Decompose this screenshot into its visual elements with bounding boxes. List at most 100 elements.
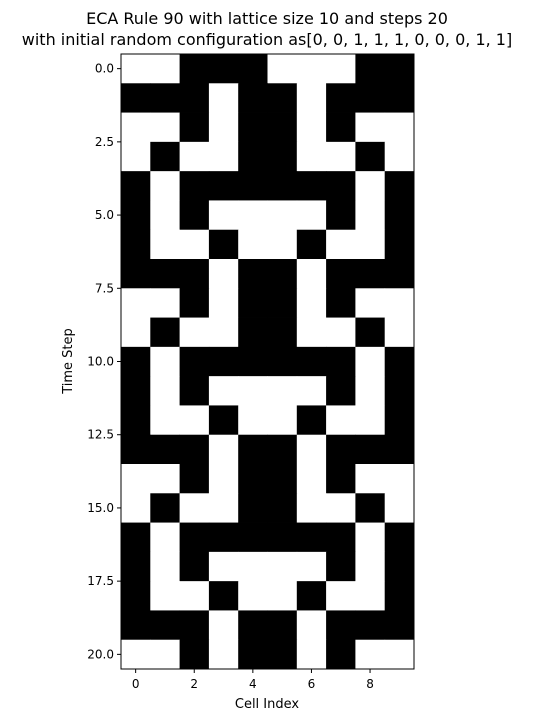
cell-r15-c8 (355, 493, 386, 523)
cell-r5-c8 (355, 200, 386, 231)
chart-title-line1: ECA Rule 90 with lattice size 10 and ste… (86, 9, 448, 28)
cell-r0-c7 (326, 54, 356, 84)
cell-r11-c5 (267, 376, 298, 406)
cell-r0-c0 (121, 54, 151, 84)
cell-r1-c6 (296, 83, 327, 113)
cell-r3-c1 (150, 141, 180, 172)
cell-r18-c7 (326, 581, 356, 611)
y-tick-label: 2.5 (95, 135, 114, 149)
x-axis-label: Cell Index (235, 697, 300, 712)
cell-r16-c4 (238, 522, 268, 553)
cell-r3-c5 (267, 141, 298, 172)
cell-r16-c3 (208, 522, 239, 553)
x-tick-label: 0 (132, 677, 140, 691)
cell-r0-c2 (179, 54, 210, 84)
cell-r15-c6 (296, 493, 327, 523)
cell-r12-c8 (355, 405, 386, 436)
cell-r5-c2 (179, 200, 210, 231)
cell-r1-c8 (355, 83, 386, 113)
cell-r10-c3 (208, 346, 239, 377)
cell-r5-c3 (208, 200, 239, 231)
cell-r15-c3 (208, 493, 239, 523)
cell-r6-c9 (384, 229, 415, 260)
x-tick-label: 8 (366, 677, 374, 691)
cell-r1-c3 (208, 83, 239, 113)
cell-r4-c2 (179, 171, 210, 201)
cell-r3-c6 (296, 141, 327, 172)
cell-r18-c5 (267, 581, 298, 611)
cell-r9-c1 (150, 317, 180, 348)
cell-r14-c4 (238, 464, 268, 494)
cell-r14-c5 (267, 464, 298, 494)
cell-r11-c9 (384, 376, 415, 406)
cell-r14-c1 (150, 464, 180, 494)
cell-r3-c7 (326, 141, 356, 172)
cell-r11-c6 (296, 376, 327, 406)
cell-r18-c4 (238, 581, 268, 611)
cell-r10-c4 (238, 346, 268, 377)
cell-r6-c8 (355, 229, 386, 260)
cell-r7-c2 (179, 259, 210, 289)
cell-r2-c4 (238, 112, 268, 143)
cell-r19-c7 (326, 610, 356, 641)
cell-r13-c5 (267, 434, 298, 465)
cell-r6-c6 (296, 229, 327, 260)
cell-r1-c4 (238, 83, 268, 113)
cell-r18-c3 (208, 581, 239, 611)
cell-r8-c0 (121, 288, 151, 318)
cell-r9-c6 (296, 317, 327, 348)
cell-r4-c8 (355, 171, 386, 201)
y-tick-label: 5.0 (95, 208, 114, 222)
cell-r12-c0 (121, 405, 151, 436)
cell-r13-c0 (121, 434, 151, 465)
cell-r6-c4 (238, 229, 268, 260)
cell-r11-c3 (208, 376, 239, 406)
cell-r8-c2 (179, 288, 210, 318)
cell-r16-c2 (179, 522, 210, 553)
cell-r7-c4 (238, 259, 268, 289)
cell-r4-c6 (296, 171, 327, 201)
cell-r13-c2 (179, 434, 210, 465)
cell-r17-c8 (355, 551, 386, 582)
cell-r20-c8 (355, 639, 386, 670)
cell-r12-c6 (296, 405, 327, 436)
cell-r9-c4 (238, 317, 268, 348)
cell-r8-c8 (355, 288, 386, 318)
cell-r20-c6 (296, 639, 327, 670)
cell-r14-c8 (355, 464, 386, 494)
cell-r17-c0 (121, 551, 151, 582)
cell-r16-c9 (384, 522, 415, 553)
cell-r12-c2 (179, 405, 210, 436)
cell-r13-c1 (150, 434, 180, 465)
cell-r12-c5 (267, 405, 298, 436)
cell-r4-c3 (208, 171, 239, 201)
cell-r2-c8 (355, 112, 386, 143)
cell-r15-c4 (238, 493, 268, 523)
cell-r17-c3 (208, 551, 239, 582)
cell-r20-c9 (384, 639, 415, 670)
cell-r7-c7 (326, 259, 356, 289)
cell-r18-c6 (296, 581, 327, 611)
cell-r15-c5 (267, 493, 298, 523)
cell-r12-c9 (384, 405, 415, 436)
cell-r5-c7 (326, 200, 356, 231)
cell-r19-c0 (121, 610, 151, 641)
cell-r14-c6 (296, 464, 327, 494)
cell-r4-c7 (326, 171, 356, 201)
cell-r20-c5 (267, 639, 298, 670)
y-tick-label: 15.0 (87, 501, 114, 515)
cell-r20-c0 (121, 639, 151, 670)
cell-r11-c2 (179, 376, 210, 406)
cell-r17-c5 (267, 551, 298, 582)
cell-r12-c1 (150, 405, 180, 436)
cell-r8-c4 (238, 288, 268, 318)
cell-r11-c7 (326, 376, 356, 406)
cell-r14-c3 (208, 464, 239, 494)
cell-r7-c3 (208, 259, 239, 289)
cell-r6-c7 (326, 229, 356, 260)
cell-r6-c1 (150, 229, 180, 260)
cell-r8-c6 (296, 288, 327, 318)
cell-r2-c0 (121, 112, 151, 143)
x-tick-label: 2 (190, 677, 198, 691)
